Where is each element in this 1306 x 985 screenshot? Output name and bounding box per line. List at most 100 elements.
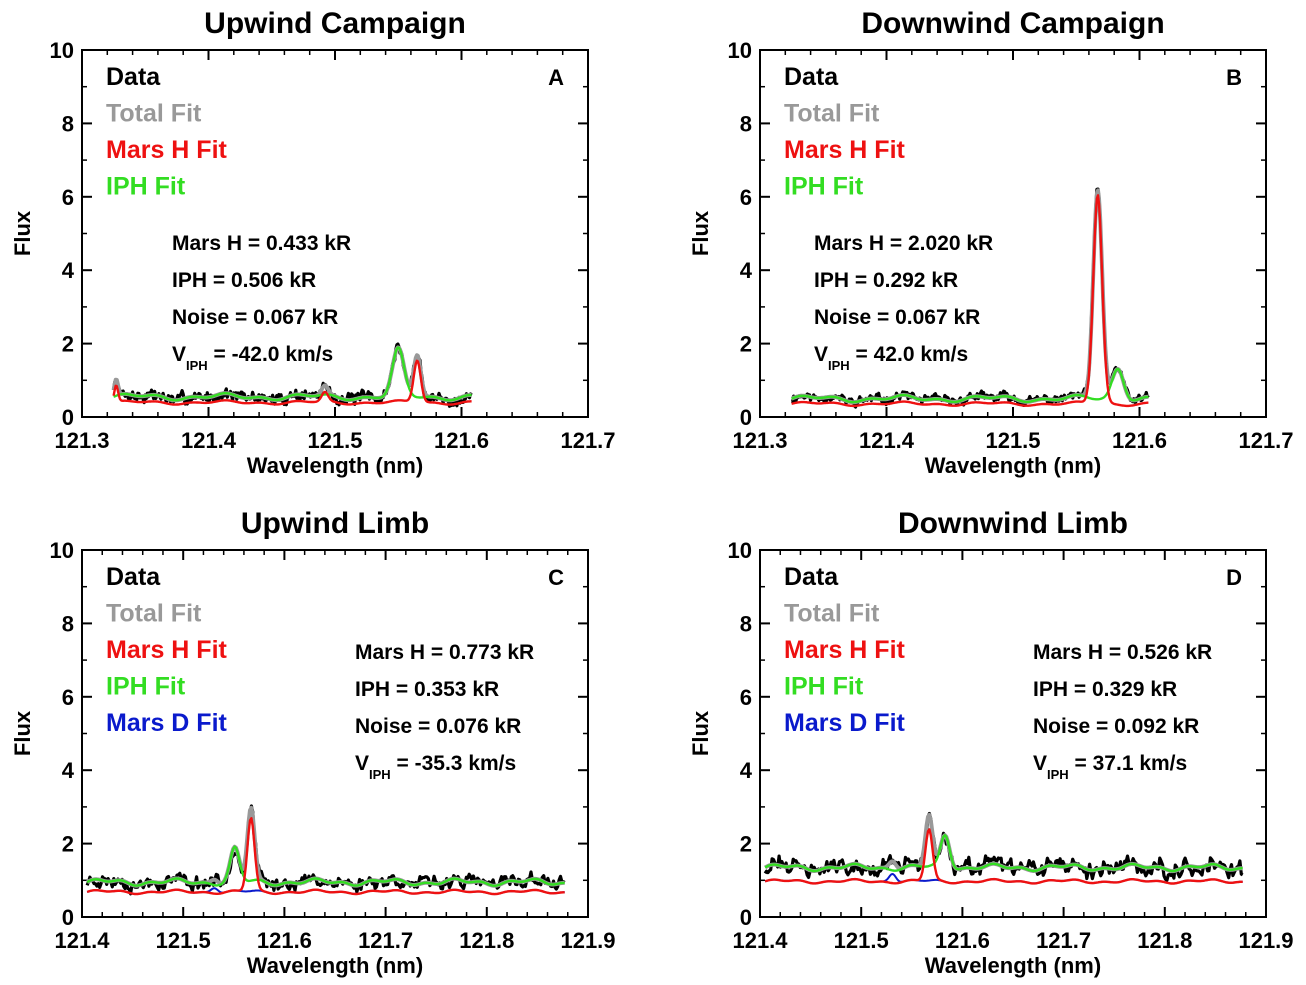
y-tick-label: 0 — [740, 905, 752, 930]
annotation-text: IPH = 0.506 kR — [172, 269, 316, 292]
panel-title: Upwind Campaign — [204, 7, 466, 40]
x-tick-label: 121.7 — [560, 428, 615, 453]
velocity-label: VIPH = -35.3 km/s — [355, 752, 516, 782]
x-tick-label: 121.4 — [181, 428, 237, 453]
panel-a: Upwind Campaign 121.3 121.4 121.5 121.6 121.7… — [10, 7, 616, 478]
x-tick-label: 121.4 — [859, 428, 915, 453]
y-tick-label: 2 — [740, 332, 752, 357]
x-tick-label: 121.6 — [935, 928, 990, 953]
y-axis-label: Flux — [10, 710, 35, 756]
x-tick-label: 121.6 — [434, 428, 489, 453]
y-tick-label: 6 — [740, 185, 752, 210]
legend-entry: Mars H Fit — [784, 136, 906, 164]
x-tick-label: 121.3 — [54, 428, 109, 453]
legend-entry: IPH Fit — [784, 173, 864, 201]
mars-h-fit-line — [792, 195, 1149, 406]
y-tick-label: 4 — [740, 258, 753, 283]
y-tick-label: 8 — [62, 611, 74, 636]
x-tick-label: 121.4 — [54, 928, 110, 953]
legend-entry: Total Fit — [106, 100, 202, 128]
y-tick-label: 6 — [62, 185, 74, 210]
annotation-text: IPH = 0.329 kR — [1033, 678, 1177, 701]
legend-entry: Data — [784, 563, 839, 591]
legend-entry: Total Fit — [784, 600, 880, 628]
y-tick-label: 0 — [740, 405, 752, 430]
x-tick-label: 121.6 — [257, 928, 312, 953]
legend-entry: Mars H Fit — [106, 636, 228, 664]
legend-entry: Mars D Fit — [106, 709, 228, 737]
x-tick-label: 121.7 — [358, 928, 413, 953]
x-tick-label: 121.5 — [985, 428, 1040, 453]
x-tick-label: 121.7 — [1238, 428, 1293, 453]
y-tick-label: 10 — [50, 38, 74, 63]
y-tick-label: 6 — [740, 685, 752, 710]
y-tick-label: 0 — [62, 405, 74, 430]
x-tick-label: 121.5 — [834, 928, 889, 953]
legend-entry: Data — [106, 563, 161, 591]
legend-entry: Data — [784, 63, 839, 91]
panel-b: Downwind Campaign121.3 121.4 121.5 121.6 121… — [688, 7, 1294, 478]
x-tick-label: 121.7 — [1036, 928, 1091, 953]
y-tick-label: 2 — [62, 332, 74, 357]
y-axis-label: Flux — [688, 710, 713, 756]
y-tick-label: 6 — [62, 685, 74, 710]
panel-letter: B — [1226, 65, 1242, 90]
annotation-text: Mars H = 0.526 kR — [1033, 641, 1212, 664]
y-tick-label: 4 — [62, 258, 75, 283]
legend-entry: IPH Fit — [106, 173, 186, 201]
legend-entry: Total Fit — [784, 100, 880, 128]
y-tick-label: 10 — [728, 538, 752, 563]
y-tick-label: 8 — [740, 111, 752, 136]
annotation-text: Noise = 0.067 kR — [814, 306, 980, 329]
y-tick-label: 2 — [740, 832, 752, 857]
x-tick-label: 121.9 — [1238, 928, 1293, 953]
x-tick-label: 121.6 — [1112, 428, 1167, 453]
x-tick-label: 121.8 — [1137, 928, 1192, 953]
annotation-text: Mars H = 0.433 kR — [172, 232, 351, 255]
annotation-text: Mars H = 0.773 kR — [355, 641, 534, 664]
velocity-label: VIPH = -42.0 km/s — [172, 343, 333, 373]
annotation-text: IPH = 0.353 kR — [355, 678, 499, 701]
y-tick-label: 2 — [62, 832, 74, 857]
x-axis-label: Wavelength (nm) — [925, 953, 1101, 978]
panel-letter: D — [1226, 565, 1242, 590]
legend-entry: Mars H Fit — [106, 136, 228, 164]
y-tick-label: 0 — [62, 905, 74, 930]
total-fit-line — [765, 815, 1243, 871]
y-axis-label: Flux — [688, 210, 713, 256]
x-tick-label: 121.5 — [307, 428, 362, 453]
x-tick-label: 121.5 — [156, 928, 211, 953]
annotation-text: IPH = 0.292 kR — [814, 269, 958, 292]
y-tick-label: 10 — [50, 538, 74, 563]
legend-entry: Mars H Fit — [784, 636, 906, 664]
x-tick-label: 121.8 — [459, 928, 514, 953]
x-axis-label: Wavelength (nm) — [925, 453, 1101, 478]
x-axis-label: Wavelength (nm) — [247, 453, 423, 478]
annotation-text: Noise = 0.067 kR — [172, 306, 338, 329]
x-axis-label: Wavelength (nm) — [247, 953, 423, 978]
y-tick-label: 4 — [62, 758, 75, 783]
legend-entry: IPH Fit — [106, 673, 186, 701]
panel-title: Downwind Limb — [898, 507, 1128, 540]
y-tick-label: 8 — [740, 611, 752, 636]
x-tick-label: 121.9 — [560, 928, 615, 953]
y-tick-label: 10 — [728, 38, 752, 63]
panel-letter: A — [548, 65, 564, 90]
panel-c: Upwind Limb 121.4 121.5 121.6 121.7 121.8 121.… — [10, 507, 616, 978]
legend-entry: IPH Fit — [784, 673, 864, 701]
annotation-text: Noise = 0.092 kR — [1033, 715, 1199, 738]
velocity-label: VIPH = 37.1 km/s — [1033, 752, 1187, 782]
legend-entry: Mars D Fit — [784, 709, 906, 737]
x-tick-label: 121.4 — [732, 928, 788, 953]
legend-entry: Total Fit — [106, 600, 202, 628]
velocity-label: VIPH = 42.0 km/s — [814, 343, 968, 373]
y-axis-label: Flux — [10, 210, 35, 256]
total-fit-line — [87, 808, 565, 886]
legend-entry: Data — [106, 63, 161, 91]
annotation-text: Mars H = 2.020 kR — [814, 232, 993, 255]
panel-d: Downwind Limb 121.4 121.5 121.6 121.7 121.8 12… — [688, 507, 1294, 978]
panel-letter: C — [548, 565, 564, 590]
annotation-text: Noise = 0.076 kR — [355, 715, 521, 738]
y-tick-label: 8 — [62, 111, 74, 136]
